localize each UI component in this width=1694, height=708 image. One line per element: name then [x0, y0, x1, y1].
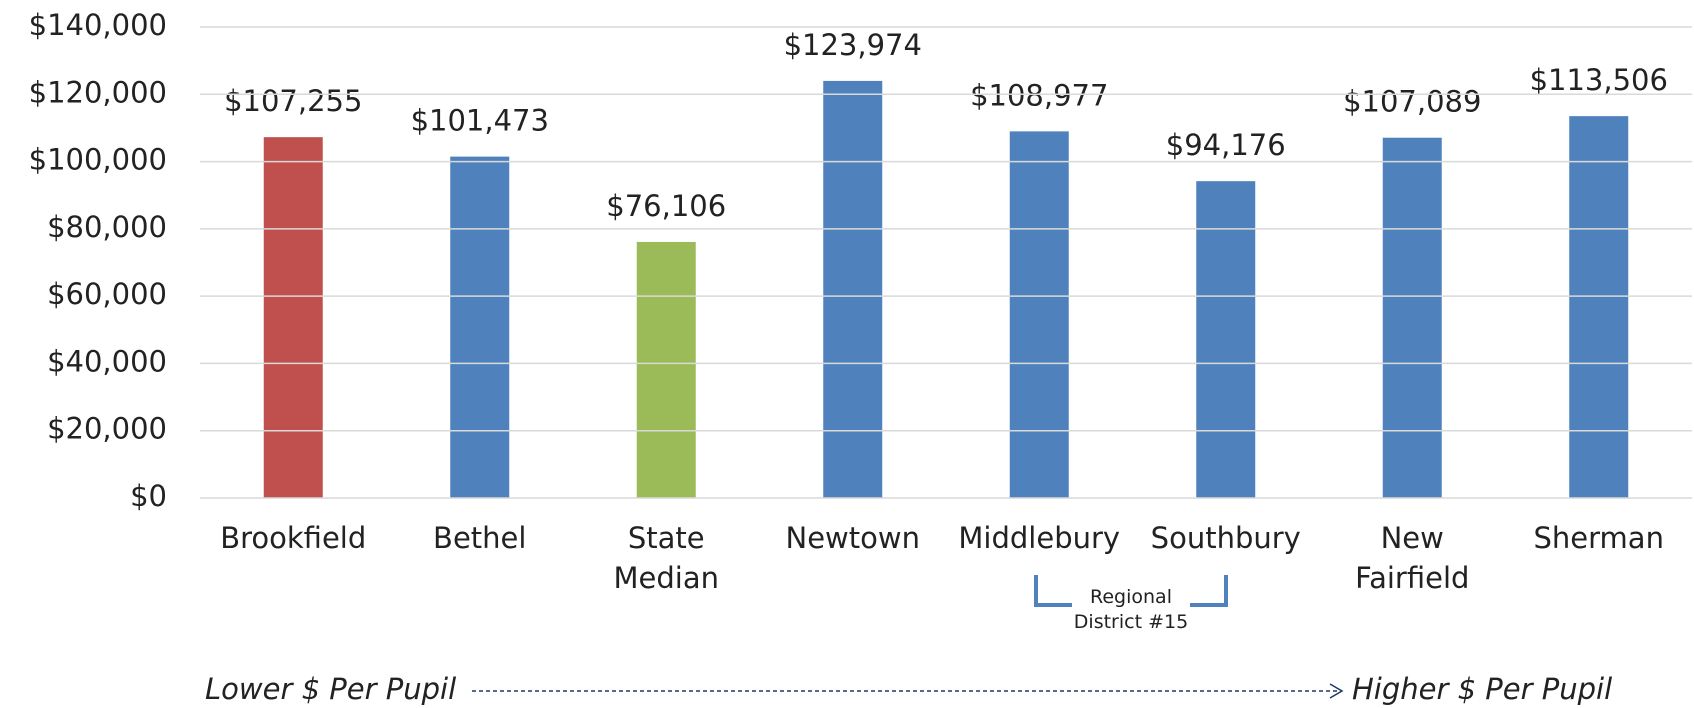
x-tick-label: Newtown [786, 521, 920, 555]
y-tick-label: $80,000 [47, 210, 167, 244]
value-label: $107,089 [1343, 85, 1481, 119]
bar [1196, 181, 1256, 498]
value-label: $107,255 [224, 84, 362, 118]
x-tick-label: New Fairfield [1355, 521, 1469, 595]
x-tick-label: State Median [614, 521, 719, 595]
bar [823, 80, 883, 498]
x-tick-label: Brookfield [220, 521, 366, 555]
y-tick-label: $60,000 [47, 277, 167, 311]
value-label: $113,506 [1530, 63, 1668, 97]
bar [1382, 137, 1442, 499]
y-tick-label: $40,000 [47, 344, 167, 378]
value-label: $108,977 [970, 78, 1108, 112]
bar [263, 137, 323, 499]
y-tick-label: $0 [130, 479, 167, 513]
x-tick-label: Bethel [433, 521, 526, 555]
group-label: Regional District #15 [1074, 586, 1188, 633]
arrow-head [1329, 683, 1344, 699]
value-label: $94,176 [1166, 128, 1286, 162]
y-tick-label: $20,000 [47, 412, 167, 446]
y-tick-label: $100,000 [29, 143, 167, 177]
value-label: $101,473 [411, 104, 549, 138]
bar [636, 241, 696, 498]
x-tick-label: Middlebury [958, 521, 1120, 555]
bar [1569, 116, 1629, 498]
bar [1009, 131, 1069, 498]
y-tick-label: $140,000 [29, 8, 167, 42]
left-label: Lower $ Per Pupil [205, 672, 456, 706]
x-tick-label: Sherman [1534, 521, 1664, 555]
value-label: $76,106 [606, 189, 726, 223]
group-bracket [1034, 575, 1228, 607]
value-label: $123,974 [784, 28, 922, 62]
y-tick-label: $120,000 [29, 75, 167, 109]
x-tick-label: Southbury [1151, 521, 1301, 555]
right-label: Higher $ Per Pupil [1352, 672, 1612, 706]
bar [450, 156, 510, 498]
